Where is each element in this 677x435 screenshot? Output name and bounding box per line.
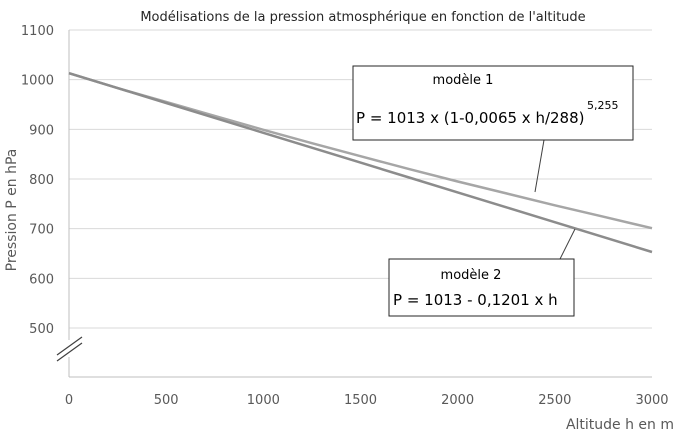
callout-frame bbox=[388, 258, 575, 317]
y-axis-title: Pression P en hPa bbox=[4, 149, 20, 272]
callout-frame bbox=[352, 65, 634, 141]
callout-leader-1 bbox=[534, 139, 545, 193]
x-tick-label: 2500 bbox=[538, 393, 571, 408]
series-line-2 bbox=[68, 72, 653, 254]
x-tick-label: 1500 bbox=[344, 393, 377, 408]
x-tick-label: 2000 bbox=[441, 393, 474, 408]
axis-break-mark bbox=[56, 342, 83, 362]
axes bbox=[56, 30, 652, 378]
x-tick-label: 1000 bbox=[247, 393, 280, 408]
x-tick-label: 3000 bbox=[635, 393, 668, 408]
callout-formula: P = 1013 x (1-0,0065 x h/288) bbox=[356, 109, 585, 127]
x-tick-label: 500 bbox=[154, 393, 179, 408]
x-tick-label: 0 bbox=[65, 393, 73, 408]
chart-title: Modélisations de la pression atmosphériq… bbox=[140, 10, 585, 25]
axis-break-mark bbox=[56, 336, 83, 356]
y-tick-label: 500 bbox=[29, 322, 54, 337]
callout-box-1: modèle 1 P = 1013 x (1-0,0065 x h/288)5,2… bbox=[352, 65, 634, 141]
x-tick-labels: 0 500 1000 1500 2000 2500 3000 bbox=[65, 393, 669, 408]
callout-label: modèle 2 bbox=[441, 268, 502, 283]
y-tick-label: 1100 bbox=[21, 24, 54, 39]
y-tick-label: 600 bbox=[29, 272, 54, 287]
callout-label: modèle 1 bbox=[433, 73, 494, 88]
callout-box-2: modèle 2 P = 1013 - 0,1201 x h bbox=[388, 258, 575, 317]
y-tick-labels: 500 600 700 800 900 1000 1100 bbox=[21, 24, 54, 337]
y-tick-label: 1000 bbox=[21, 74, 54, 89]
y-tick-label: 900 bbox=[29, 123, 54, 138]
y-tick-label: 700 bbox=[29, 223, 54, 238]
series-lines bbox=[68, 72, 653, 254]
annotation-boxes: modèle 1 P = 1013 x (1-0,0065 x h/288)5,2… bbox=[352, 65, 634, 317]
x-axis-title: Altitude h en m bbox=[566, 417, 674, 433]
callout-leader-2 bbox=[559, 228, 576, 260]
y-tick-label: 800 bbox=[29, 173, 54, 188]
callout-exponent: 5,255 bbox=[587, 99, 619, 112]
callout-formula: P = 1013 - 0,1201 x h bbox=[393, 291, 558, 309]
